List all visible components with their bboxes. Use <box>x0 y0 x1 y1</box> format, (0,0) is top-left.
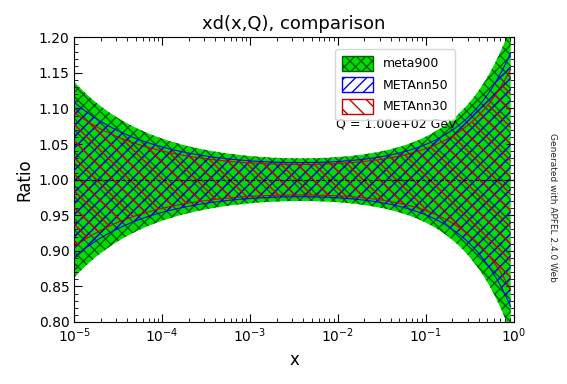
Title: xd(x,Q), comparison: xd(x,Q), comparison <box>202 15 386 33</box>
Legend: meta900, METAnn50, METAnn30: meta900, METAnn50, METAnn30 <box>336 49 455 120</box>
Y-axis label: Ratio: Ratio <box>15 158 33 201</box>
X-axis label: x: x <box>289 351 299 369</box>
Text: Generated with APFEL 2.4.0 Web: Generated with APFEL 2.4.0 Web <box>548 133 557 282</box>
Text: Q = 1.00e+02 GeV: Q = 1.00e+02 GeV <box>336 117 456 130</box>
